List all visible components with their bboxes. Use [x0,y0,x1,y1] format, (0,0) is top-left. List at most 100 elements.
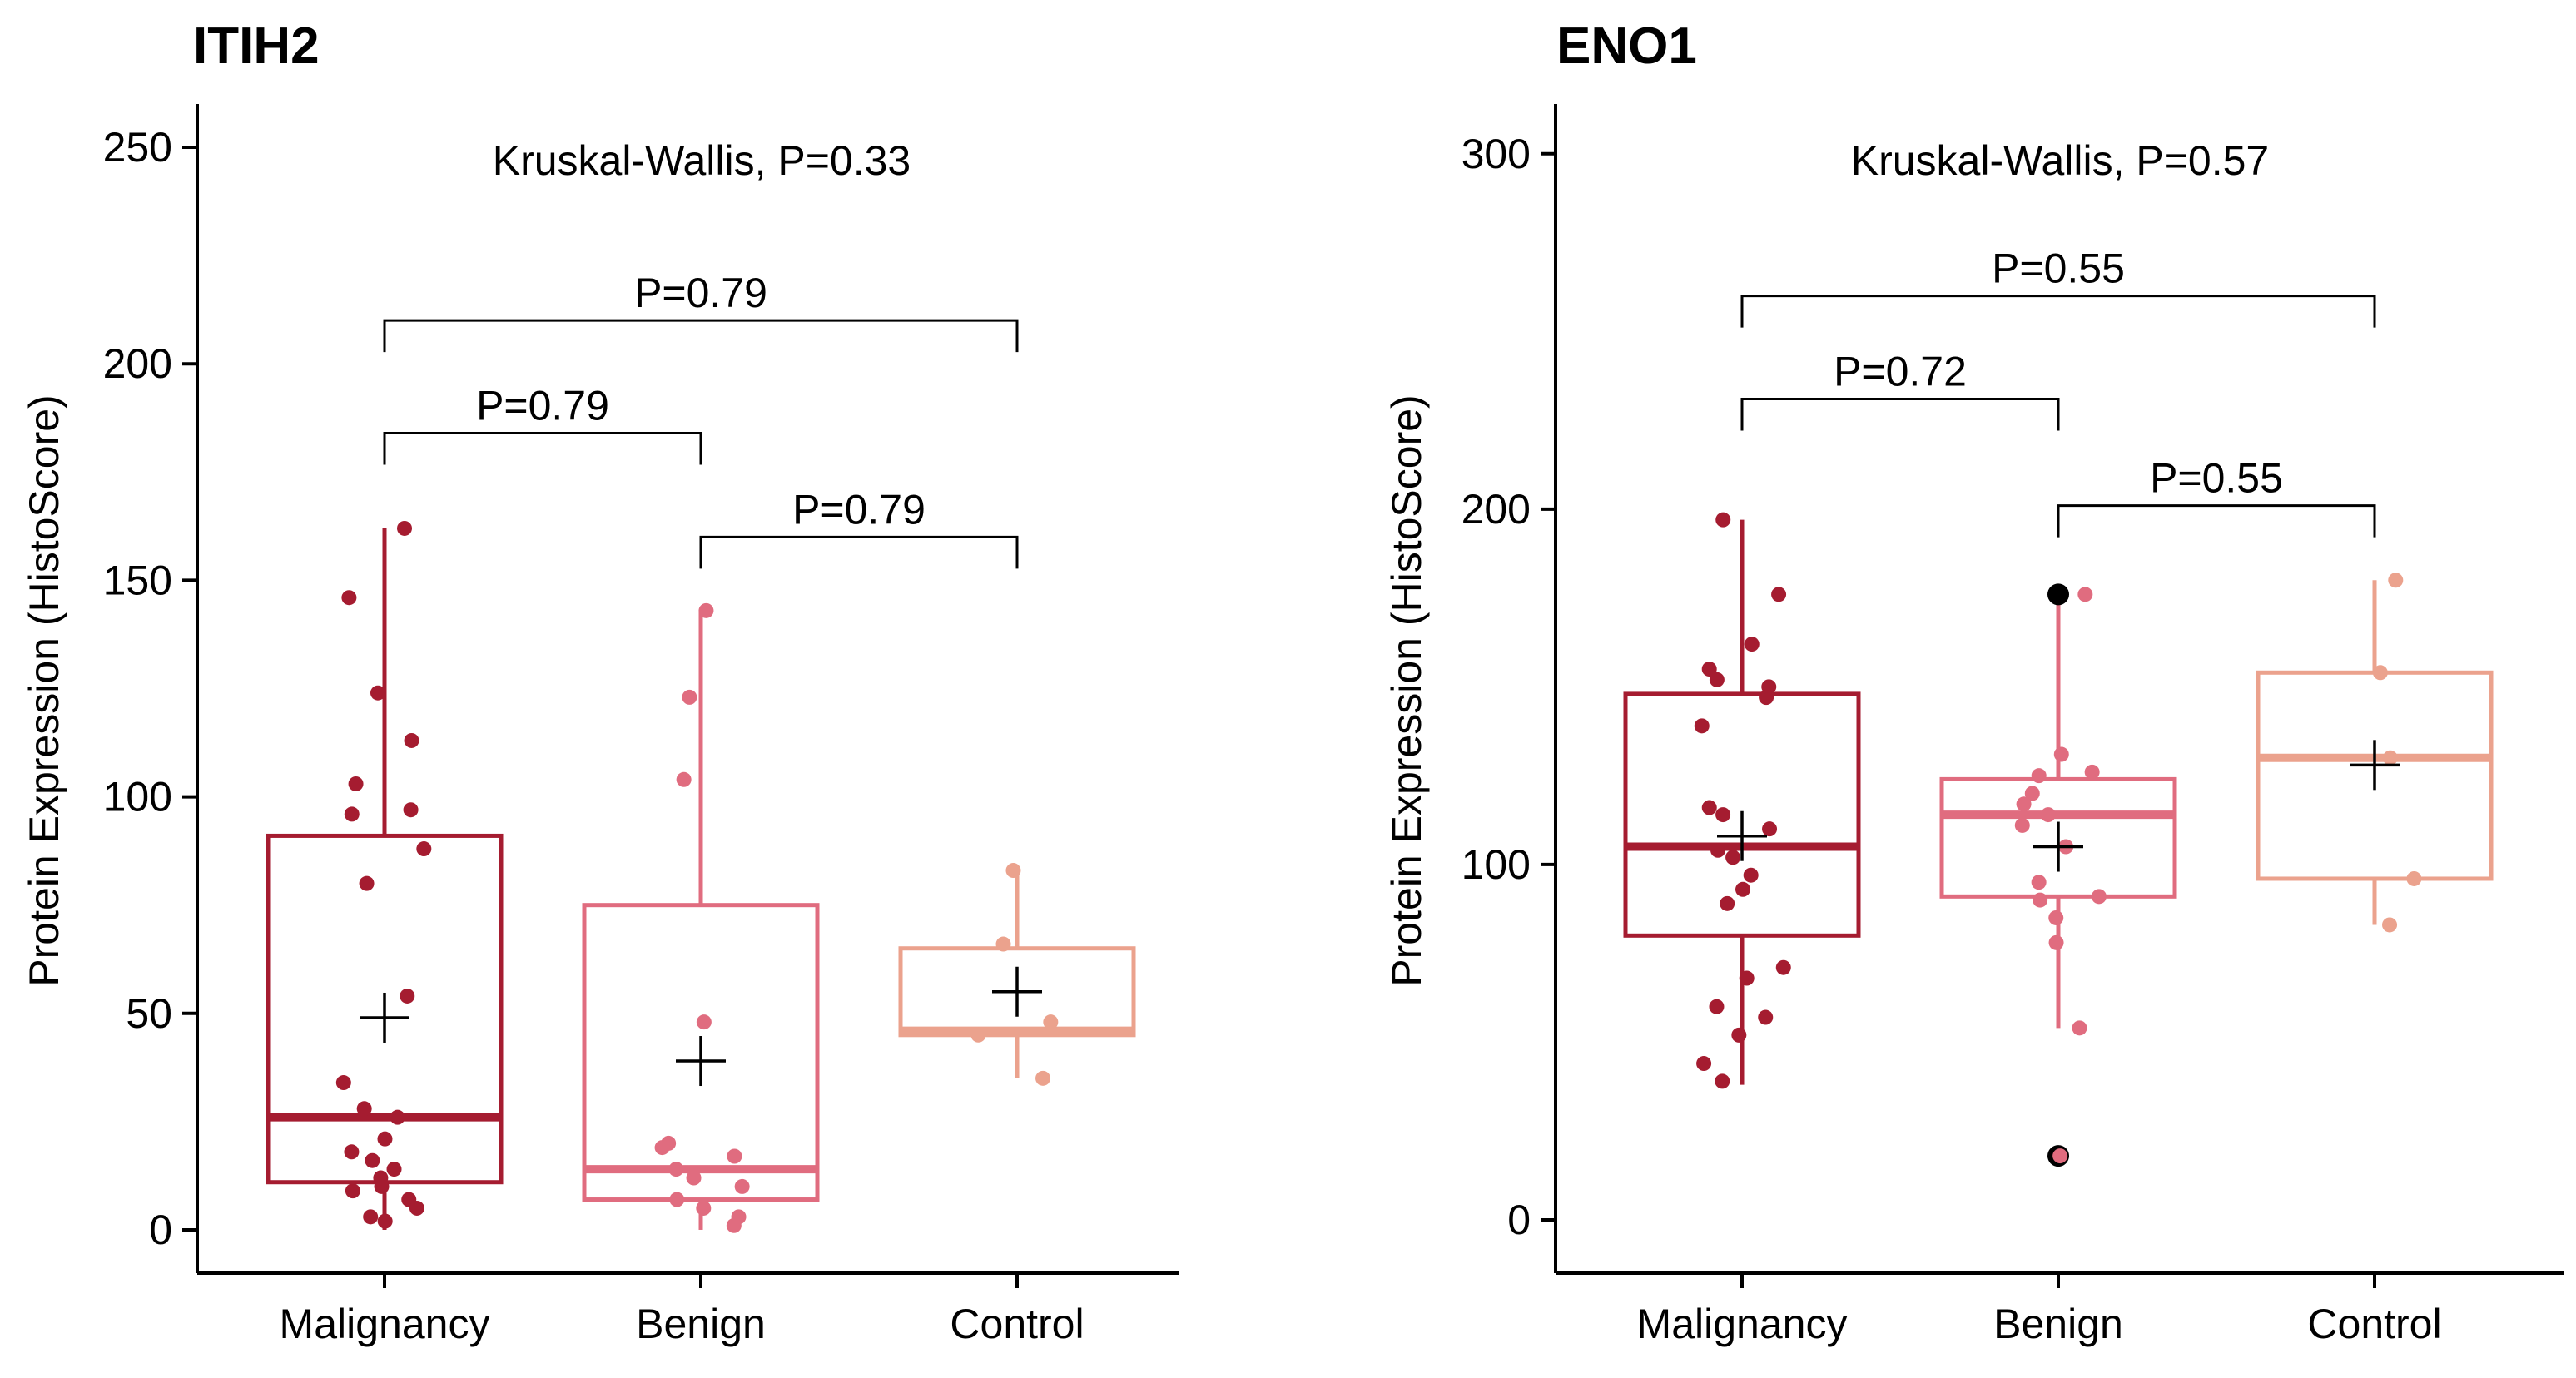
comparison-bracket [1740,397,2060,431]
comparison-bracket [383,431,702,465]
data-point [400,988,415,1004]
data-point [386,1162,402,1177]
panel-title: ITIH2 [193,17,320,75]
data-point [2084,764,2100,780]
y-tick-label: 150 [103,557,172,603]
data-point [995,936,1011,952]
comparison-bracket [699,535,1019,569]
data-point [676,771,692,787]
data-point [1710,842,1726,858]
data-point [1771,587,1787,602]
kruskal-wallis-label: Kruskal-Wallis, P=0.33 [493,137,911,184]
comparison-p-value: P=0.79 [476,382,609,429]
data-point [370,685,385,701]
data-point [348,776,364,791]
y-tick-label: 50 [126,990,172,1037]
data-point [1694,718,1710,734]
x-tick-label: Malignancy [1637,1301,1848,1347]
data-point [1701,800,1717,815]
panel-title: ENO1 [1556,17,1697,75]
y-tick-label: 0 [1507,1197,1531,1243]
data-point [686,1170,702,1186]
data-point [377,1213,393,1229]
comparison-p-value: P=0.55 [1992,245,2125,292]
data-point [682,689,697,705]
data-point [1709,999,1725,1014]
data-point [2382,750,2398,766]
data-point [374,1178,390,1194]
data-point [2077,587,2093,602]
data-point [2091,889,2107,905]
data-point [2052,1148,2068,1164]
data-point [2016,796,2032,812]
x-tick-label: Benign [1993,1301,2123,1347]
x-tick-label: Benign [636,1301,766,1347]
y-tick-label: 200 [1462,486,1531,533]
data-point [345,1183,360,1199]
comparison-p-value: P=0.72 [1834,348,1967,394]
y-tick-label: 100 [1462,841,1531,888]
data-point [397,520,413,536]
data-point [1715,807,1731,823]
comparison-p-value: P=0.79 [792,486,926,533]
data-point [2053,746,2069,762]
panel-itih2: ITIH2 Protein Expression (HistoScore) Kr… [21,17,1179,1347]
panel-eno1: ENO1 Protein Expression (HistoScore) Kru… [1383,17,2564,1347]
data-point [654,1140,670,1156]
data-point [2048,934,2064,950]
data-point [734,1178,750,1194]
data-point [335,1075,351,1091]
data-point [1720,895,1735,911]
data-point [970,1027,986,1043]
y-tick-label: 0 [149,1207,172,1253]
data-point [2382,917,2398,933]
x-tick-label: Control [2307,1301,2441,1347]
data-point [1701,662,1717,677]
data-point [2372,665,2388,681]
data-point [2388,573,2404,588]
y-tick-label: 250 [103,124,172,171]
data-point [344,806,360,822]
data-point [2406,870,2422,886]
data-point [1762,821,1778,837]
y-tick-label: 100 [103,774,172,820]
kruskal-wallis-label: Kruskal-Wallis, P=0.57 [1851,137,2270,184]
y-axis-label: Protein Expression (HistoScore) [1383,394,1430,986]
data-point [1005,863,1021,879]
data-point [404,732,419,748]
data-point [1735,881,1751,897]
data-point [1731,1027,1747,1043]
data-point [365,1152,380,1168]
data-point [1759,690,1774,706]
data-point [1725,850,1741,865]
data-point [403,802,419,818]
data-point [2014,817,2030,833]
data-point [2048,910,2064,925]
data-point [2072,1020,2087,1036]
x-tick-label: Control [950,1301,1084,1347]
y-tick-label: 300 [1462,131,1531,177]
data-point [377,1131,393,1147]
data-point [356,1101,372,1117]
comparison-bracket [1740,295,2376,328]
data-point [363,1209,379,1225]
data-point [409,1200,424,1216]
box-iqr [582,903,820,1202]
data-point [2031,768,2047,784]
data-point [1744,637,1760,652]
data-point [1043,1014,1059,1030]
comparison-p-value: P=0.79 [634,270,767,316]
data-point [696,1200,712,1216]
data-point [1715,1073,1730,1089]
y-axis-label: Protein Expression (HistoScore) [21,394,67,986]
data-point [359,875,375,891]
data-point [390,1109,405,1125]
data-point [668,1162,684,1177]
data-point [341,590,357,606]
x-tick-label: Malignancy [280,1301,490,1347]
data-point [1775,959,1791,975]
comparison-bracket [383,319,1019,353]
data-point [2040,807,2056,823]
